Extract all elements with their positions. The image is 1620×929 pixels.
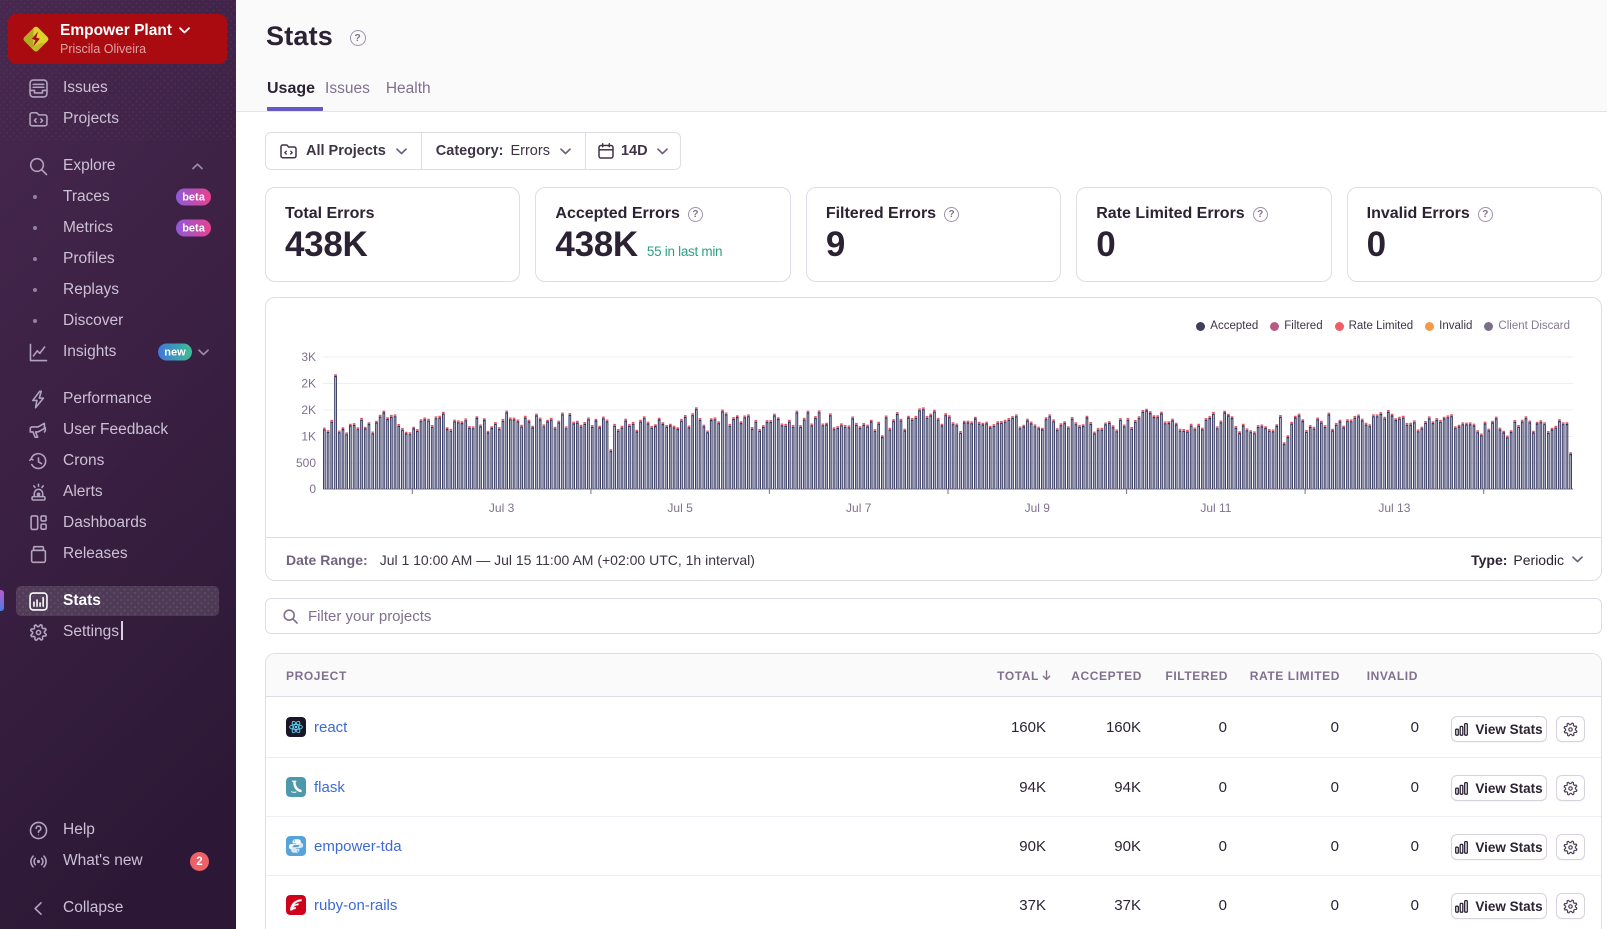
svg-text:0: 0 — [309, 482, 316, 496]
svg-text:1K: 1K — [301, 430, 316, 444]
svg-text:2K: 2K — [301, 403, 316, 417]
svg-text:Jul 9: Jul 9 — [1025, 501, 1051, 515]
svg-text:Jul 11: Jul 11 — [1200, 501, 1231, 515]
svg-text:Jul 3: Jul 3 — [489, 501, 515, 515]
svg-text:Jul 13: Jul 13 — [1378, 501, 1410, 515]
svg-text:500: 500 — [296, 456, 316, 470]
svg-text:Jul 7: Jul 7 — [846, 501, 872, 515]
svg-text:2K: 2K — [301, 377, 316, 391]
svg-text:3K: 3K — [301, 350, 316, 364]
svg-text:Jul 5: Jul 5 — [667, 501, 693, 515]
